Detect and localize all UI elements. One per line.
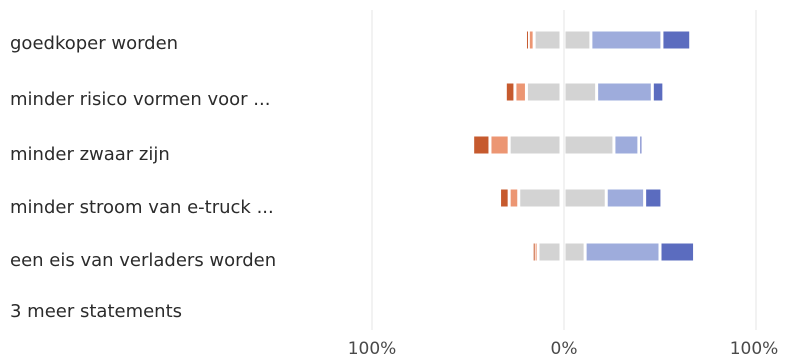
more-statements-link[interactable]: 3 meer statements: [10, 301, 183, 322]
bar-segment-row3-s4: [607, 189, 644, 207]
bar-segment-row0-s1: [529, 31, 533, 49]
statement-label-eis: een eis van verladers worden: [10, 250, 277, 271]
x-tick-right: 100%: [730, 339, 779, 359]
bar-segment-row1-s3: [565, 83, 596, 101]
bar-segment-row3-s5: [646, 189, 661, 207]
statement-label-zwaar: minder zwaar zijn: [10, 144, 170, 165]
bar-segment-row1-s4: [598, 83, 651, 101]
bar-segment-row2-s5: [640, 136, 642, 154]
bar-segment-row0-s3: [565, 31, 590, 49]
bar-segment-row1-s0: [506, 83, 514, 101]
statement-label-risico: minder risico vormen voor ...: [10, 89, 271, 110]
bar-segment-row2-s3: [565, 136, 613, 154]
bar-segment-row1-s5: [653, 83, 663, 101]
statement-label-stroom: minder stroom van e-truck ...: [10, 197, 274, 218]
bar-segments: [474, 31, 694, 261]
bar-segment-row3-s1: [510, 189, 518, 207]
statement-labels: goedkoper worden minder risico vormen vo…: [10, 0, 340, 360]
bar-segment-row2-s0: [474, 136, 489, 154]
bar-segment-row2-s4: [615, 136, 638, 154]
bar-segment-row0-s0: [526, 31, 528, 49]
bar-segment-row4-s5: [661, 243, 694, 261]
statement-label-goedkoper: goedkoper worden: [10, 33, 179, 54]
bar-segment-row3-s3: [565, 189, 605, 207]
bar-segment-row0-s2: [535, 31, 560, 49]
bar-segment-row4-s2: [539, 243, 560, 261]
bar-segment-row4-s1: [535, 243, 537, 261]
bar-segment-row4-s0: [533, 243, 535, 261]
bar-segment-row4-s3: [565, 243, 584, 261]
bar-segment-row3-s0: [501, 189, 508, 207]
bar-segment-row1-s2: [527, 83, 560, 101]
x-tick-center: 0%: [551, 339, 578, 359]
bar-segment-row2-s2: [510, 136, 560, 154]
x-tick-left: 100%: [348, 339, 397, 359]
bar-segment-row2-s1: [491, 136, 508, 154]
bar-segment-row0-s4: [592, 31, 661, 49]
bar-segment-row1-s1: [516, 83, 525, 101]
bar-segment-row3-s2: [520, 189, 560, 207]
bar-segment-row0-s5: [663, 31, 690, 49]
bar-segment-row4-s4: [586, 243, 659, 261]
